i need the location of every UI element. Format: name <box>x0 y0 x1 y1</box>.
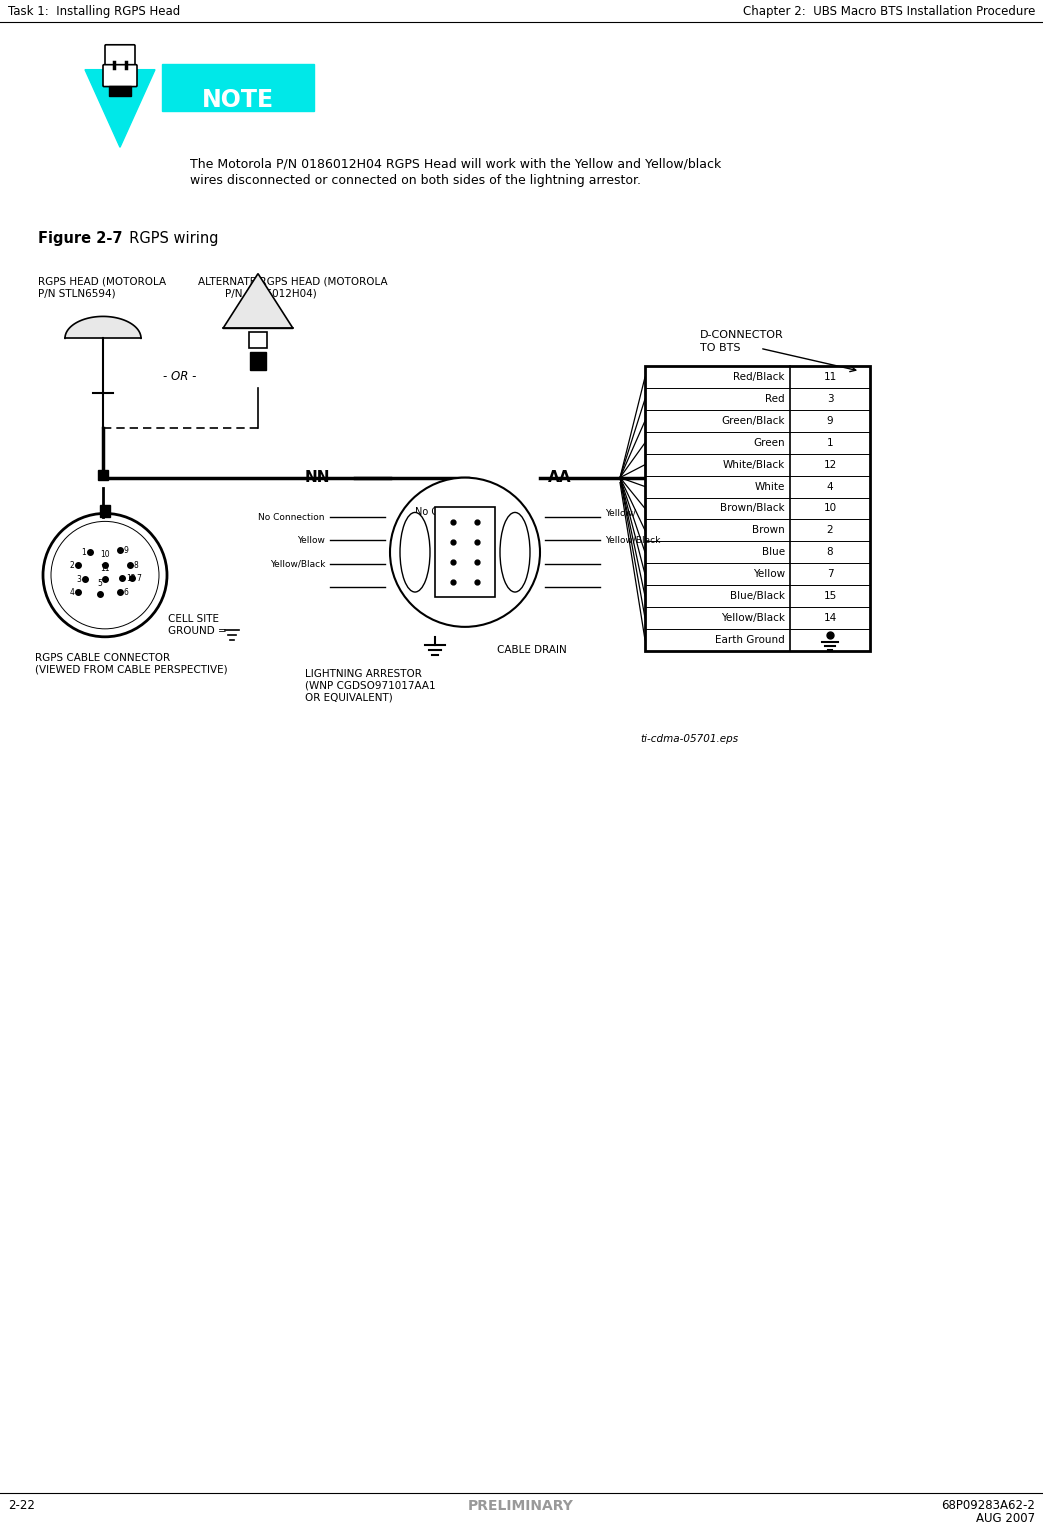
Text: Yellow: Yellow <box>297 536 325 545</box>
Text: Yellow/Black: Yellow/Black <box>721 612 785 623</box>
Text: GROUND =: GROUND = <box>168 626 231 635</box>
Text: 15: 15 <box>823 591 836 602</box>
Polygon shape <box>223 273 293 328</box>
Text: Yellow/Black: Yellow/Black <box>270 560 325 568</box>
Text: Red/Black: Red/Black <box>733 373 785 382</box>
Text: Yellow/: Yellow/ <box>605 508 636 518</box>
Text: P/N 0186012H04): P/N 0186012H04) <box>225 289 317 299</box>
Text: 8: 8 <box>827 547 833 557</box>
Text: Blue: Blue <box>761 547 785 557</box>
Text: LIGHTNING ARRESTOR: LIGHTNING ARRESTOR <box>305 669 421 678</box>
Text: Yellow: Yellow <box>753 570 785 579</box>
Text: 2: 2 <box>69 560 74 570</box>
Bar <box>645 366 870 651</box>
Ellipse shape <box>401 513 430 592</box>
Text: P/N STLN6594): P/N STLN6594) <box>38 289 116 299</box>
Text: White/Black: White/Black <box>723 460 785 470</box>
Text: Red: Red <box>766 394 785 405</box>
Text: 12: 12 <box>823 460 836 470</box>
Text: Figure 2-7: Figure 2-7 <box>38 231 122 246</box>
Text: Blue/Black: Blue/Black <box>730 591 785 602</box>
Bar <box>250 353 266 370</box>
Text: 14: 14 <box>823 612 836 623</box>
Text: TO BTS: TO BTS <box>700 344 741 353</box>
Text: NN: NN <box>305 470 331 484</box>
Text: 3: 3 <box>827 394 833 405</box>
Text: No Connection: No Connection <box>415 507 487 518</box>
Text: Green: Green <box>753 438 785 447</box>
Text: 11: 11 <box>100 563 110 573</box>
Bar <box>110 86 131 96</box>
Text: 7: 7 <box>827 570 833 579</box>
Text: 2: 2 <box>827 525 833 536</box>
Text: NOTE: NOTE <box>202 87 274 111</box>
FancyBboxPatch shape <box>162 64 314 111</box>
Text: RGPS CABLE CONNECTOR: RGPS CABLE CONNECTOR <box>35 652 170 663</box>
Text: 11: 11 <box>823 373 836 382</box>
Text: OR EQUIVALENT): OR EQUIVALENT) <box>305 693 393 702</box>
Text: wires disconnected or connected on both sides of the lightning arrestor.: wires disconnected or connected on both … <box>190 174 641 188</box>
Text: Yellow/Black: Yellow/Black <box>605 536 660 545</box>
Text: 8: 8 <box>134 560 139 570</box>
Text: 12: 12 <box>126 574 136 583</box>
Text: 5: 5 <box>98 579 102 588</box>
Text: Brown/Black: Brown/Black <box>721 504 785 513</box>
Text: 2-22: 2-22 <box>8 1500 34 1512</box>
Text: ti-cdma-05701.eps: ti-cdma-05701.eps <box>640 734 738 744</box>
Text: RGPS HEAD (MOTOROLA: RGPS HEAD (MOTOROLA <box>38 276 166 287</box>
Bar <box>435 507 495 597</box>
Bar <box>249 333 267 348</box>
Polygon shape <box>84 70 155 147</box>
Text: 10: 10 <box>823 504 836 513</box>
Text: 9: 9 <box>124 545 129 554</box>
Text: The Motorola P/N 0186012H04 RGPS Head will work with the Yellow and Yellow/black: The Motorola P/N 0186012H04 RGPS Head wi… <box>190 157 722 169</box>
Text: 68P09283A62-2: 68P09283A62-2 <box>941 1500 1035 1512</box>
Text: Brown: Brown <box>752 525 785 536</box>
Text: CABLE DRAIN: CABLE DRAIN <box>498 644 566 655</box>
Polygon shape <box>65 316 141 339</box>
Text: (WNP CGDSO971017AA1: (WNP CGDSO971017AA1 <box>305 681 436 690</box>
Text: PRELIMINARY: PRELIMINARY <box>468 1500 574 1513</box>
Ellipse shape <box>390 478 540 628</box>
Text: 9: 9 <box>827 415 833 426</box>
Text: AUG 2007: AUG 2007 <box>976 1512 1035 1525</box>
Text: 7: 7 <box>136 574 141 583</box>
FancyBboxPatch shape <box>105 44 135 67</box>
Bar <box>100 505 110 518</box>
Text: 3: 3 <box>76 574 81 583</box>
Text: 10: 10 <box>100 550 110 559</box>
Text: Task 1:  Installing RGPS Head: Task 1: Installing RGPS Head <box>8 5 180 18</box>
Text: No Connection: No Connection <box>259 513 325 522</box>
Text: Chapter 2:  UBS Macro BTS Installation Procedure: Chapter 2: UBS Macro BTS Installation Pr… <box>743 5 1035 18</box>
Text: D-CONNECTOR: D-CONNECTOR <box>700 330 783 341</box>
Text: 4: 4 <box>69 588 74 597</box>
Circle shape <box>51 521 159 629</box>
Text: Earth Ground: Earth Ground <box>715 635 785 644</box>
Text: White: White <box>755 481 785 492</box>
Circle shape <box>43 513 167 637</box>
Text: 1: 1 <box>827 438 833 447</box>
Ellipse shape <box>500 513 530 592</box>
Text: 6: 6 <box>124 588 129 597</box>
Text: CELL SITE: CELL SITE <box>168 614 219 625</box>
Text: ALTERNATE RGPS HEAD (MOTOROLA: ALTERNATE RGPS HEAD (MOTOROLA <box>198 276 388 287</box>
Text: (VIEWED FROM CABLE PERSPECTIVE): (VIEWED FROM CABLE PERSPECTIVE) <box>35 664 227 675</box>
Text: - OR -: - OR - <box>163 370 196 383</box>
Text: Green/Black: Green/Black <box>722 415 785 426</box>
Text: 1: 1 <box>81 548 86 557</box>
FancyBboxPatch shape <box>103 64 137 87</box>
Bar <box>98 470 108 479</box>
Text: AA: AA <box>548 470 572 484</box>
Text: 4: 4 <box>827 481 833 492</box>
Text: RGPS wiring: RGPS wiring <box>120 231 218 246</box>
